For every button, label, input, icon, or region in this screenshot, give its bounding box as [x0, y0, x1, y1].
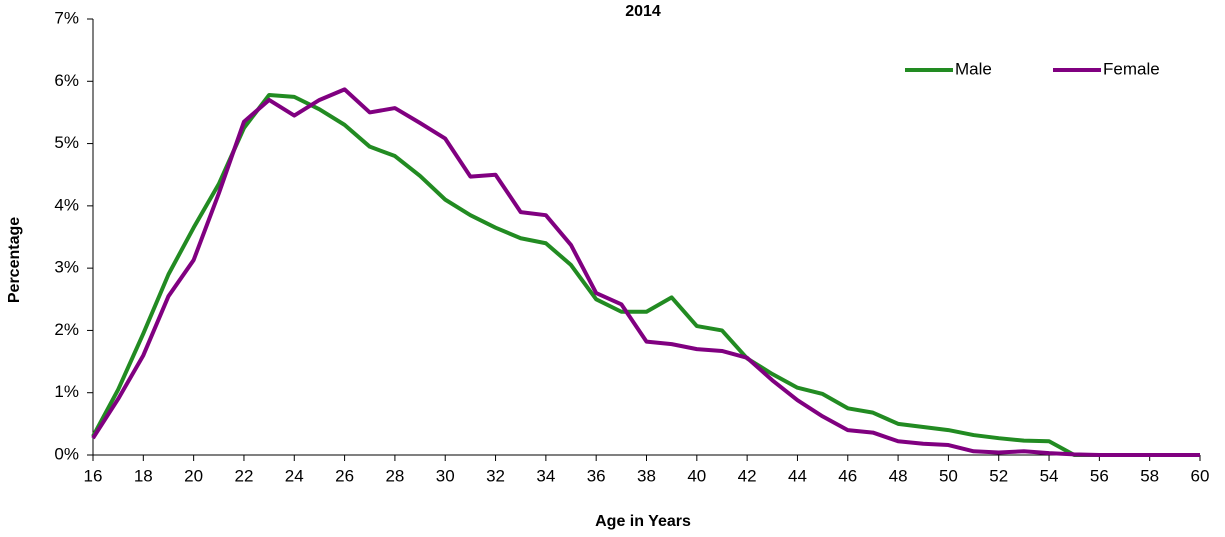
x-tick-label: 54: [1040, 466, 1059, 485]
data-line: [91, 87, 1200, 457]
x-tick-label: 18: [134, 466, 153, 485]
x-tick-label: 44: [788, 466, 807, 485]
x-tick-label: 24: [285, 466, 304, 485]
x-tick-label: 46: [838, 466, 857, 485]
x-tick-label: 38: [637, 466, 656, 485]
x-tick-label: 50: [939, 466, 958, 485]
y-tick-label: 7%: [54, 8, 79, 27]
x-tick-label: 42: [738, 466, 757, 485]
x-tick-label: 22: [234, 466, 253, 485]
x-tick-label: 32: [486, 466, 505, 485]
y-axis-title: Percentage: [6, 217, 23, 303]
x-tick-label: 36: [587, 466, 606, 485]
legend-label: Male: [955, 59, 992, 78]
x-tick-label: 40: [687, 466, 706, 485]
x-tick-label: 28: [385, 466, 404, 485]
x-tick-label: 58: [1140, 466, 1159, 485]
x-tick-label: 26: [335, 466, 354, 485]
x-tick-label: 30: [436, 466, 455, 485]
legend-label: Female: [1103, 59, 1160, 78]
x-tick-label: 48: [889, 466, 908, 485]
x-axis-title: Age in Years: [595, 513, 691, 530]
y-tick-label: 3%: [54, 258, 79, 277]
x-tick-label: 52: [989, 466, 1008, 485]
x-tick-label: 56: [1090, 466, 1109, 485]
chart-title: 2014: [625, 3, 661, 20]
y-tick-label: 2%: [54, 320, 79, 339]
x-tick-label: 16: [84, 466, 103, 485]
x-tick-label: 60: [1191, 466, 1210, 485]
data-line: [91, 92, 1200, 457]
y-tick-label: 6%: [54, 71, 79, 90]
y-tick-label: 5%: [54, 133, 79, 152]
y-tick-label: 0%: [54, 444, 79, 463]
x-tick-label: 20: [184, 466, 203, 485]
y-tick-label: 1%: [54, 382, 79, 401]
x-tick-label: 34: [536, 466, 555, 485]
y-tick-label: 4%: [54, 195, 79, 214]
